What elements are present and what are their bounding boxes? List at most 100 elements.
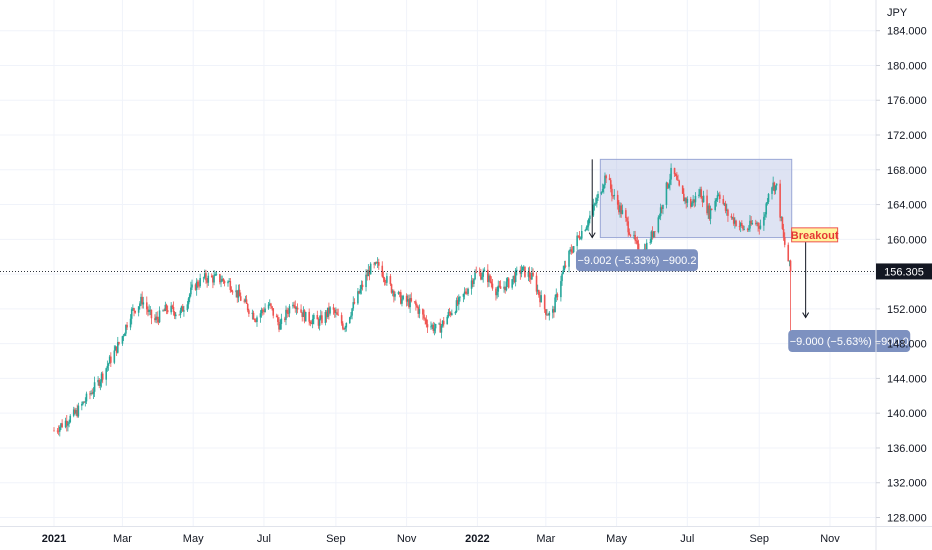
candle-body bbox=[499, 286, 502, 289]
candle-body bbox=[781, 217, 784, 230]
candle-body bbox=[529, 277, 532, 280]
candle-body bbox=[145, 302, 148, 310]
candle-body bbox=[659, 207, 662, 217]
candle-body bbox=[172, 306, 175, 312]
candle-body bbox=[251, 312, 254, 314]
candle-body bbox=[381, 265, 384, 277]
candle-body bbox=[156, 316, 159, 319]
candle-body bbox=[304, 311, 307, 322]
candle-body bbox=[236, 290, 239, 298]
candle-body bbox=[758, 226, 761, 229]
price-tick-label: 128.000 bbox=[887, 513, 927, 525]
price-tick-label: 172.000 bbox=[887, 130, 927, 142]
candle-body bbox=[594, 203, 597, 205]
candle-body bbox=[129, 318, 132, 328]
candle-body bbox=[397, 292, 400, 294]
candle-body bbox=[384, 281, 387, 283]
candle-body bbox=[788, 260, 791, 262]
candle-body bbox=[734, 220, 736, 224]
candle-body bbox=[90, 392, 92, 395]
candle-body bbox=[511, 279, 513, 288]
price-tick-label: 140.000 bbox=[887, 408, 927, 420]
candle-body bbox=[187, 298, 190, 305]
candle-body bbox=[524, 266, 526, 277]
candle-body bbox=[554, 297, 556, 313]
candle-body bbox=[84, 401, 87, 403]
candle-body bbox=[528, 271, 531, 278]
candle-body bbox=[81, 404, 83, 406]
candle-body bbox=[579, 238, 582, 240]
candle-body bbox=[481, 276, 483, 280]
candle-body bbox=[97, 379, 99, 383]
candle-body bbox=[560, 281, 562, 298]
candle-body bbox=[163, 310, 165, 312]
candle-body bbox=[426, 324, 429, 328]
candle-body bbox=[58, 427, 61, 432]
candle-body bbox=[715, 199, 718, 202]
price-axis[interactable]: JPY 184.000 180.000 176.000 172.000 168.000 16… bbox=[876, 7, 927, 525]
last-price-badge-layer: 156.305 bbox=[876, 263, 932, 280]
candle-body bbox=[564, 265, 567, 267]
candle-body bbox=[279, 323, 281, 330]
candle-body bbox=[278, 321, 280, 330]
candle-body bbox=[759, 225, 762, 229]
candle-body bbox=[284, 318, 286, 320]
candle-body bbox=[698, 194, 700, 196]
price-tick-label: 176.000 bbox=[887, 95, 927, 107]
candle-body bbox=[343, 328, 345, 330]
candle-body bbox=[589, 215, 591, 220]
candle-body bbox=[272, 308, 275, 316]
time-axis[interactable]: 2021 Mar May Jul Sep Nov 2022 Mar May Jul Sep Nov bbox=[42, 533, 841, 545]
candle-body bbox=[520, 270, 523, 274]
candle-body bbox=[483, 269, 486, 272]
candle-body bbox=[692, 199, 694, 204]
candle-body bbox=[244, 299, 247, 302]
candle-body bbox=[400, 292, 402, 304]
candle-body bbox=[779, 183, 781, 218]
candle-body bbox=[539, 295, 541, 303]
candle-body bbox=[447, 311, 450, 317]
candle-body bbox=[366, 274, 368, 277]
candle-body bbox=[149, 309, 152, 311]
candle-body bbox=[714, 201, 716, 210]
candle-body bbox=[592, 204, 595, 216]
candle-body bbox=[82, 401, 84, 405]
candle-body bbox=[203, 273, 206, 278]
candle-body bbox=[100, 373, 103, 382]
candle-body bbox=[223, 281, 226, 284]
candle-body bbox=[198, 285, 200, 287]
candle-body bbox=[181, 306, 184, 312]
candle-body bbox=[487, 269, 489, 283]
time-tick-label: Nov bbox=[397, 533, 417, 545]
candle-body bbox=[309, 321, 312, 324]
candle-body bbox=[600, 191, 603, 194]
candle-body bbox=[708, 205, 711, 219]
candle-body bbox=[93, 382, 96, 392]
candle-body bbox=[394, 293, 396, 297]
candle-body bbox=[197, 281, 199, 286]
candle-body bbox=[383, 278, 386, 282]
candle-body bbox=[730, 215, 733, 218]
candle-body bbox=[248, 310, 250, 314]
candle-body bbox=[311, 319, 314, 324]
time-tick-label: Jul bbox=[257, 533, 271, 545]
candle-body bbox=[522, 266, 525, 268]
time-tick-label: Sep bbox=[326, 533, 346, 545]
candle-body bbox=[245, 299, 248, 304]
candle-body bbox=[780, 217, 783, 218]
candle-body bbox=[107, 363, 110, 366]
candle-body bbox=[571, 251, 574, 253]
candle-body bbox=[572, 246, 575, 253]
candle-body bbox=[122, 335, 125, 337]
candle-body bbox=[754, 223, 757, 224]
candle-body bbox=[694, 195, 697, 203]
candle-body bbox=[162, 310, 164, 312]
candle-body bbox=[350, 315, 352, 318]
candle-body bbox=[53, 430, 55, 432]
candle-body bbox=[470, 280, 473, 289]
candle-body bbox=[398, 292, 401, 293]
candle-body bbox=[570, 249, 573, 252]
candle-body bbox=[652, 231, 655, 238]
candle-body bbox=[170, 305, 172, 313]
